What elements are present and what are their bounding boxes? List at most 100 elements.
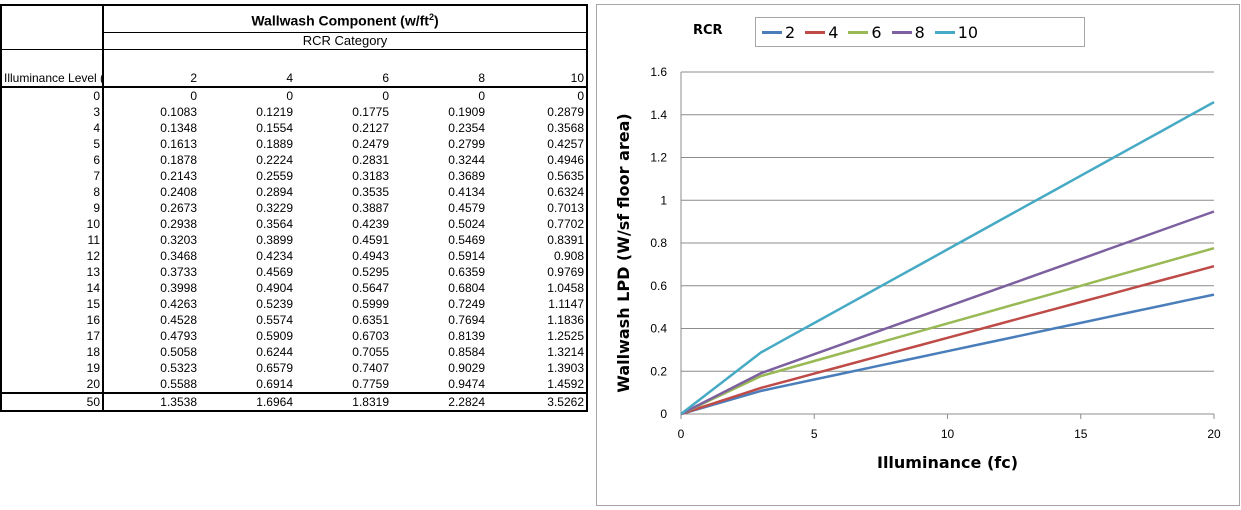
wallwash-value-cell: 0.4579 (391, 200, 487, 216)
wallwash-value-cell: 0.4591 (295, 232, 391, 248)
wallwash-value-cell: 0.8584 (391, 344, 487, 360)
wallwash-value-cell: 0.2224 (199, 152, 295, 168)
table-row: 11 0.3203 0.3899 0.4591 0.5469 0.8391 (1, 232, 587, 248)
wallwash-value-cell: 0.2408 (103, 184, 199, 200)
illuminance-level-cell: 6 (1, 152, 103, 168)
table-row: 6 0.1878 0.2224 0.2831 0.3244 0.4946 (1, 152, 587, 168)
legend-item: 4 (805, 23, 838, 42)
wallwash-value-cell: 0.3899 (199, 232, 295, 248)
y-tick-label: 1.4 (650, 108, 667, 122)
legend-label: 8 (915, 23, 925, 42)
wallwash-value-cell: 0.3229 (199, 200, 295, 216)
x-tick-label: 5 (811, 427, 818, 441)
wallwash-value-cell: 1.0458 (487, 280, 587, 296)
table-title: Wallwash Component (w/ft2) (103, 5, 587, 32)
illuminance-level-cell: 3 (1, 104, 103, 120)
x-tick-label: 15 (1074, 427, 1088, 441)
wallwash-value-cell: 1.6964 (199, 393, 295, 411)
wallwash-value-cell: 0.4904 (199, 280, 295, 296)
wallwash-value-cell: 0.7702 (487, 216, 587, 232)
series-line-rcr-2 (681, 295, 1214, 414)
wallwash-value-cell: 0.6324 (487, 184, 587, 200)
wallwash-value-cell: 0.3183 (295, 168, 391, 184)
wallwash-value-cell: 0.9474 (391, 376, 487, 393)
legend-item: 10 (935, 23, 978, 42)
wallwash-value-cell: 0.7249 (391, 296, 487, 312)
wallwash-value-cell: 1.1147 (487, 296, 587, 312)
table-corner (1, 5, 103, 32)
wallwash-value-cell: 0.7759 (295, 376, 391, 393)
wallwash-value-cell: 0.3203 (103, 232, 199, 248)
wallwash-value-cell: 0.5588 (103, 376, 199, 393)
illuminance-level-cell: 12 (1, 248, 103, 264)
wallwash-value-cell: 0.1889 (199, 136, 295, 152)
y-tick-label: 0.6 (650, 279, 667, 293)
wallwash-value-cell: 0.1348 (103, 120, 199, 136)
wallwash-value-cell: 0.5914 (391, 248, 487, 264)
level-column-header: Illuminance Level (fc) (1, 49, 103, 87)
legend-swatch (892, 31, 912, 34)
wallwash-value-cell: 0.3733 (103, 264, 199, 280)
wallwash-value-cell: 0.3564 (199, 216, 295, 232)
legend-title: RCR (693, 23, 723, 38)
wallwash-value-cell: 0.6351 (295, 312, 391, 328)
illuminance-level-cell: 13 (1, 264, 103, 280)
rcr-column-header: 6 (295, 49, 391, 87)
wallwash-value-cell: 0.9029 (391, 360, 487, 376)
legend-item: 6 (848, 23, 881, 42)
legend-label: 2 (785, 23, 795, 42)
table-row: 9 0.2673 0.3229 0.3887 0.4579 0.7013 (1, 200, 587, 216)
wallwash-value-cell: 0.5647 (295, 280, 391, 296)
wallwash-value-cell: 0.5058 (103, 344, 199, 360)
wallwash-value-cell: 1.3903 (487, 360, 587, 376)
wallwash-value-cell: 0.2479 (295, 136, 391, 152)
table-body: 0 0 0 0 0 0 3 0.1083 0.1219 0.1775 0.1909 0.2879 4 0.… (1, 87, 587, 411)
legend-label: 4 (828, 23, 838, 42)
wallwash-value-cell: 0.1909 (391, 104, 487, 120)
table-row: 10 0.2938 0.3564 0.4239 0.5024 0.7702 (1, 216, 587, 232)
wallwash-value-cell: 0.2894 (199, 184, 295, 200)
legend-swatch (805, 31, 825, 34)
wallwash-value-cell: 0.2559 (199, 168, 295, 184)
wallwash-value-cell: 0.9769 (487, 264, 587, 280)
table-row: 18 0.5058 0.6244 0.7055 0.8584 1.3214 (1, 344, 587, 360)
illuminance-level-cell: 20 (1, 376, 103, 393)
wallwash-value-cell: 0.3689 (391, 168, 487, 184)
wallwash-value-cell: 0.1775 (295, 104, 391, 120)
illuminance-level-cell: 0 (1, 87, 103, 104)
illuminance-level-cell: 17 (1, 328, 103, 344)
wallwash-value-cell: 3.5262 (487, 393, 587, 411)
wallwash-value-cell: 0.4528 (103, 312, 199, 328)
illuminance-level-cell: 4 (1, 120, 103, 136)
wallwash-value-cell: 0.5239 (199, 296, 295, 312)
y-tick-label: 0.8 (650, 236, 667, 250)
table-corner (1, 32, 103, 49)
wallwash-value-cell: 0 (487, 87, 587, 104)
wallwash-value-cell: 0.5323 (103, 360, 199, 376)
table-row: 19 0.5323 0.6579 0.7407 0.9029 1.3903 (1, 360, 587, 376)
illuminance-level-cell: 19 (1, 360, 103, 376)
table-row: 4 0.1348 0.1554 0.2127 0.2354 0.3568 (1, 120, 587, 136)
legend-label: 10 (958, 23, 978, 42)
wallwash-chart: 0 0.2 0.4 0.6 0.8 1 1.2 1.4 1.6 0 5 10 15 20 Illuminan… (596, 4, 1240, 506)
table-subtitle: RCR Category (103, 32, 587, 49)
wallwash-value-cell: 0.2799 (391, 136, 487, 152)
wallwash-value-cell: 0 (199, 87, 295, 104)
wallwash-value-cell: 0.7055 (295, 344, 391, 360)
illuminance-level-cell: 10 (1, 216, 103, 232)
table-row: 7 0.2143 0.2559 0.3183 0.3689 0.5635 (1, 168, 587, 184)
wallwash-value-cell: 1.1836 (487, 312, 587, 328)
wallwash-value-cell: 0.4263 (103, 296, 199, 312)
wallwash-value-cell: 0.4946 (487, 152, 587, 168)
wallwash-table-container: Wallwash Component (w/ft2) RCR Category … (0, 4, 586, 412)
y-tick-label: 1 (660, 193, 667, 207)
wallwash-value-cell: 0.2143 (103, 168, 199, 184)
wallwash-value-cell: 0.4943 (295, 248, 391, 264)
wallwash-value-cell: 0.1083 (103, 104, 199, 120)
wallwash-value-cell: 0.2879 (487, 104, 587, 120)
wallwash-value-cell: 0.3535 (295, 184, 391, 200)
illuminance-level-cell: 7 (1, 168, 103, 184)
series-line-rcr-10 (681, 102, 1214, 414)
wallwash-value-cell: 1.4592 (487, 376, 587, 393)
